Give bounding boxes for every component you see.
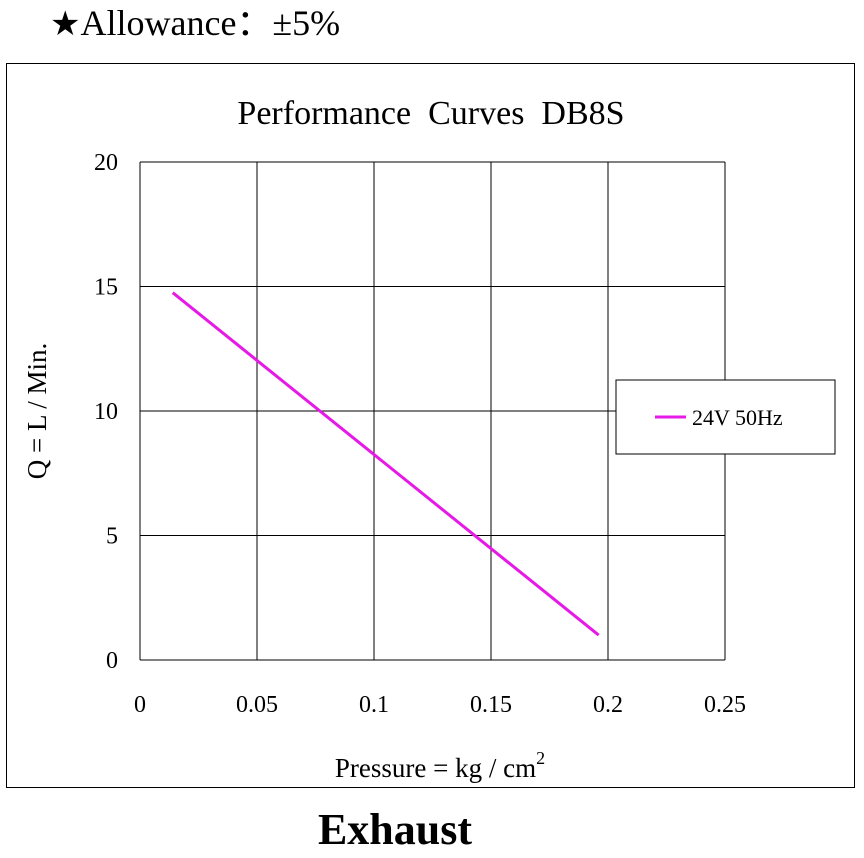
y-tick-label: 5 [106, 524, 118, 550]
series-lines [171, 291, 600, 637]
x-tick-label: 0.2 [593, 692, 623, 718]
y-tick-label: 15 [94, 275, 118, 301]
chart-title: Performance Curves DB8S [237, 95, 624, 132]
x-tick-label: 0.05 [236, 692, 278, 718]
y-axis-label: Q = L / Min. [22, 343, 52, 479]
series-line-24v-50hz [171, 291, 600, 637]
allowance-note: ★Allowance：±5% [50, 0, 340, 48]
x-tick-label: 0.1 [359, 692, 389, 718]
y-tick-label: 0 [106, 648, 118, 674]
chart-frame [6, 63, 855, 788]
black-star-icon: ★ [50, 6, 81, 43]
tick-labels: 0 0.05 0.1 0.15 0.2 0.25 0 5 10 15 20 [94, 150, 746, 718]
legend-box [615, 379, 836, 455]
x-axis-label: Pressure = kg / cm2 [335, 748, 545, 783]
y-tick-label: 10 [94, 399, 118, 425]
performance-chart: Performance Curves DB8S 0 0.05 0.1 0.15 0.2 0… [22, 95, 836, 783]
y-tick-label: 20 [94, 150, 118, 176]
x-tick-label: 0.15 [470, 692, 512, 718]
allowance-text: Allowance：±5% [80, 3, 341, 43]
x-axis-label-text: Pressure = kg / cm [335, 753, 536, 783]
exhaust-label: Exhaust [317, 805, 473, 854]
x-tick-label: 0.25 [704, 692, 746, 718]
legend-label: 24V 50Hz [692, 405, 783, 430]
x-axis-label-superscript: 2 [536, 748, 545, 768]
legend: 24V 50Hz [615, 379, 836, 455]
x-tick-label: 0 [134, 692, 146, 718]
